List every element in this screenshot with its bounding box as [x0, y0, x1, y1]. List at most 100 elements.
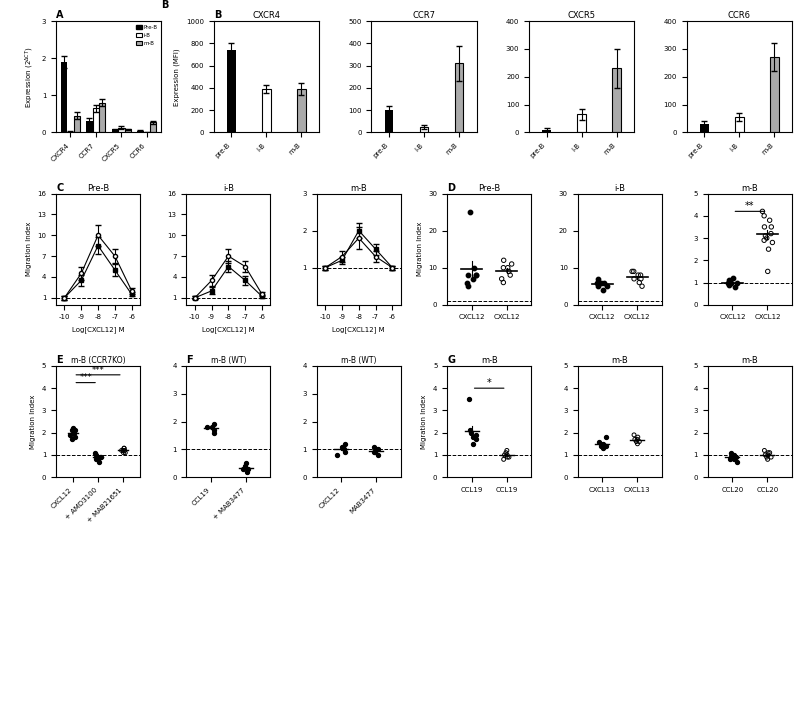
Point: [469, 270, 482, 281]
Point: [594, 277, 607, 288]
Point: [766, 237, 779, 248]
Point: [628, 429, 641, 441]
Y-axis label: Migration Index: Migration Index: [422, 395, 427, 449]
Title: CXCR4: CXCR4: [252, 11, 280, 20]
Bar: [74, 116, 80, 133]
Point: [765, 221, 778, 232]
Point: [498, 449, 511, 460]
Point: [598, 277, 611, 288]
Point: [729, 281, 742, 292]
Point: [117, 447, 130, 458]
Title: m-B (WT): m-B (WT): [210, 356, 246, 365]
Point: [501, 451, 514, 462]
Point: [118, 443, 130, 454]
Point: [727, 273, 740, 284]
Point: [631, 438, 644, 450]
Point: [66, 425, 78, 436]
Point: [331, 449, 344, 460]
Point: [765, 228, 778, 239]
Point: [758, 210, 770, 222]
Point: [497, 262, 510, 273]
Point: [94, 451, 107, 462]
Bar: [578, 114, 586, 133]
Bar: [86, 121, 93, 133]
Point: [759, 449, 772, 460]
Y-axis label: Migration Index: Migration Index: [30, 395, 36, 449]
Title: i-B: i-B: [614, 184, 625, 193]
Point: [501, 445, 514, 456]
Point: [504, 270, 517, 281]
Text: G: G: [447, 355, 455, 365]
Point: [760, 451, 773, 462]
Point: [730, 451, 742, 462]
Bar: [612, 68, 621, 133]
Point: [722, 275, 735, 286]
Point: [338, 443, 350, 455]
Point: [470, 270, 483, 281]
Title: i-B: i-B: [223, 184, 234, 193]
Point: [758, 234, 770, 246]
Point: [371, 449, 384, 460]
Point: [593, 436, 606, 447]
Point: [725, 447, 738, 458]
Point: [501, 449, 514, 460]
Point: [462, 394, 475, 405]
Point: [758, 445, 771, 456]
Point: [632, 270, 645, 281]
Point: [238, 460, 251, 472]
Point: [67, 423, 80, 434]
Point: [92, 454, 105, 465]
Bar: [297, 89, 306, 133]
Text: ***: ***: [92, 366, 105, 375]
Point: [336, 441, 349, 453]
Point: [727, 449, 740, 460]
Text: E: E: [56, 355, 62, 365]
Title: m-B: m-B: [481, 356, 498, 365]
Bar: [735, 117, 744, 133]
Point: [502, 451, 515, 462]
Point: [117, 445, 130, 456]
Point: [762, 265, 774, 277]
Point: [208, 419, 221, 430]
Point: [68, 427, 81, 438]
Title: m-B: m-B: [611, 356, 628, 365]
Point: [206, 421, 218, 433]
Point: [725, 277, 738, 288]
Point: [600, 280, 613, 292]
Point: [502, 262, 514, 273]
Point: [338, 446, 351, 457]
Text: *: *: [487, 378, 491, 388]
Point: [756, 205, 769, 217]
Point: [597, 438, 610, 450]
Point: [727, 454, 740, 465]
Point: [631, 431, 644, 443]
Bar: [61, 62, 67, 133]
Bar: [93, 108, 99, 133]
Point: [723, 454, 736, 465]
Point: [636, 280, 649, 292]
Text: **: **: [745, 201, 754, 211]
Point: [599, 441, 612, 452]
Point: [237, 463, 250, 474]
Text: D: D: [447, 183, 455, 193]
Point: [64, 429, 77, 441]
Point: [470, 433, 482, 445]
Point: [630, 436, 642, 447]
Point: [466, 438, 479, 450]
Bar: [454, 64, 463, 133]
Point: [338, 438, 351, 450]
Text: B: B: [214, 11, 221, 20]
Point: [633, 436, 646, 447]
Point: [370, 443, 383, 455]
Text: C: C: [56, 183, 63, 193]
Bar: [112, 129, 118, 133]
Point: [119, 447, 132, 458]
Point: [722, 279, 735, 290]
Point: [241, 466, 254, 477]
Point: [759, 230, 772, 241]
Title: m-B: m-B: [350, 184, 367, 193]
Point: [597, 285, 610, 296]
Point: [506, 258, 518, 270]
Point: [464, 427, 477, 438]
Point: [462, 270, 474, 281]
